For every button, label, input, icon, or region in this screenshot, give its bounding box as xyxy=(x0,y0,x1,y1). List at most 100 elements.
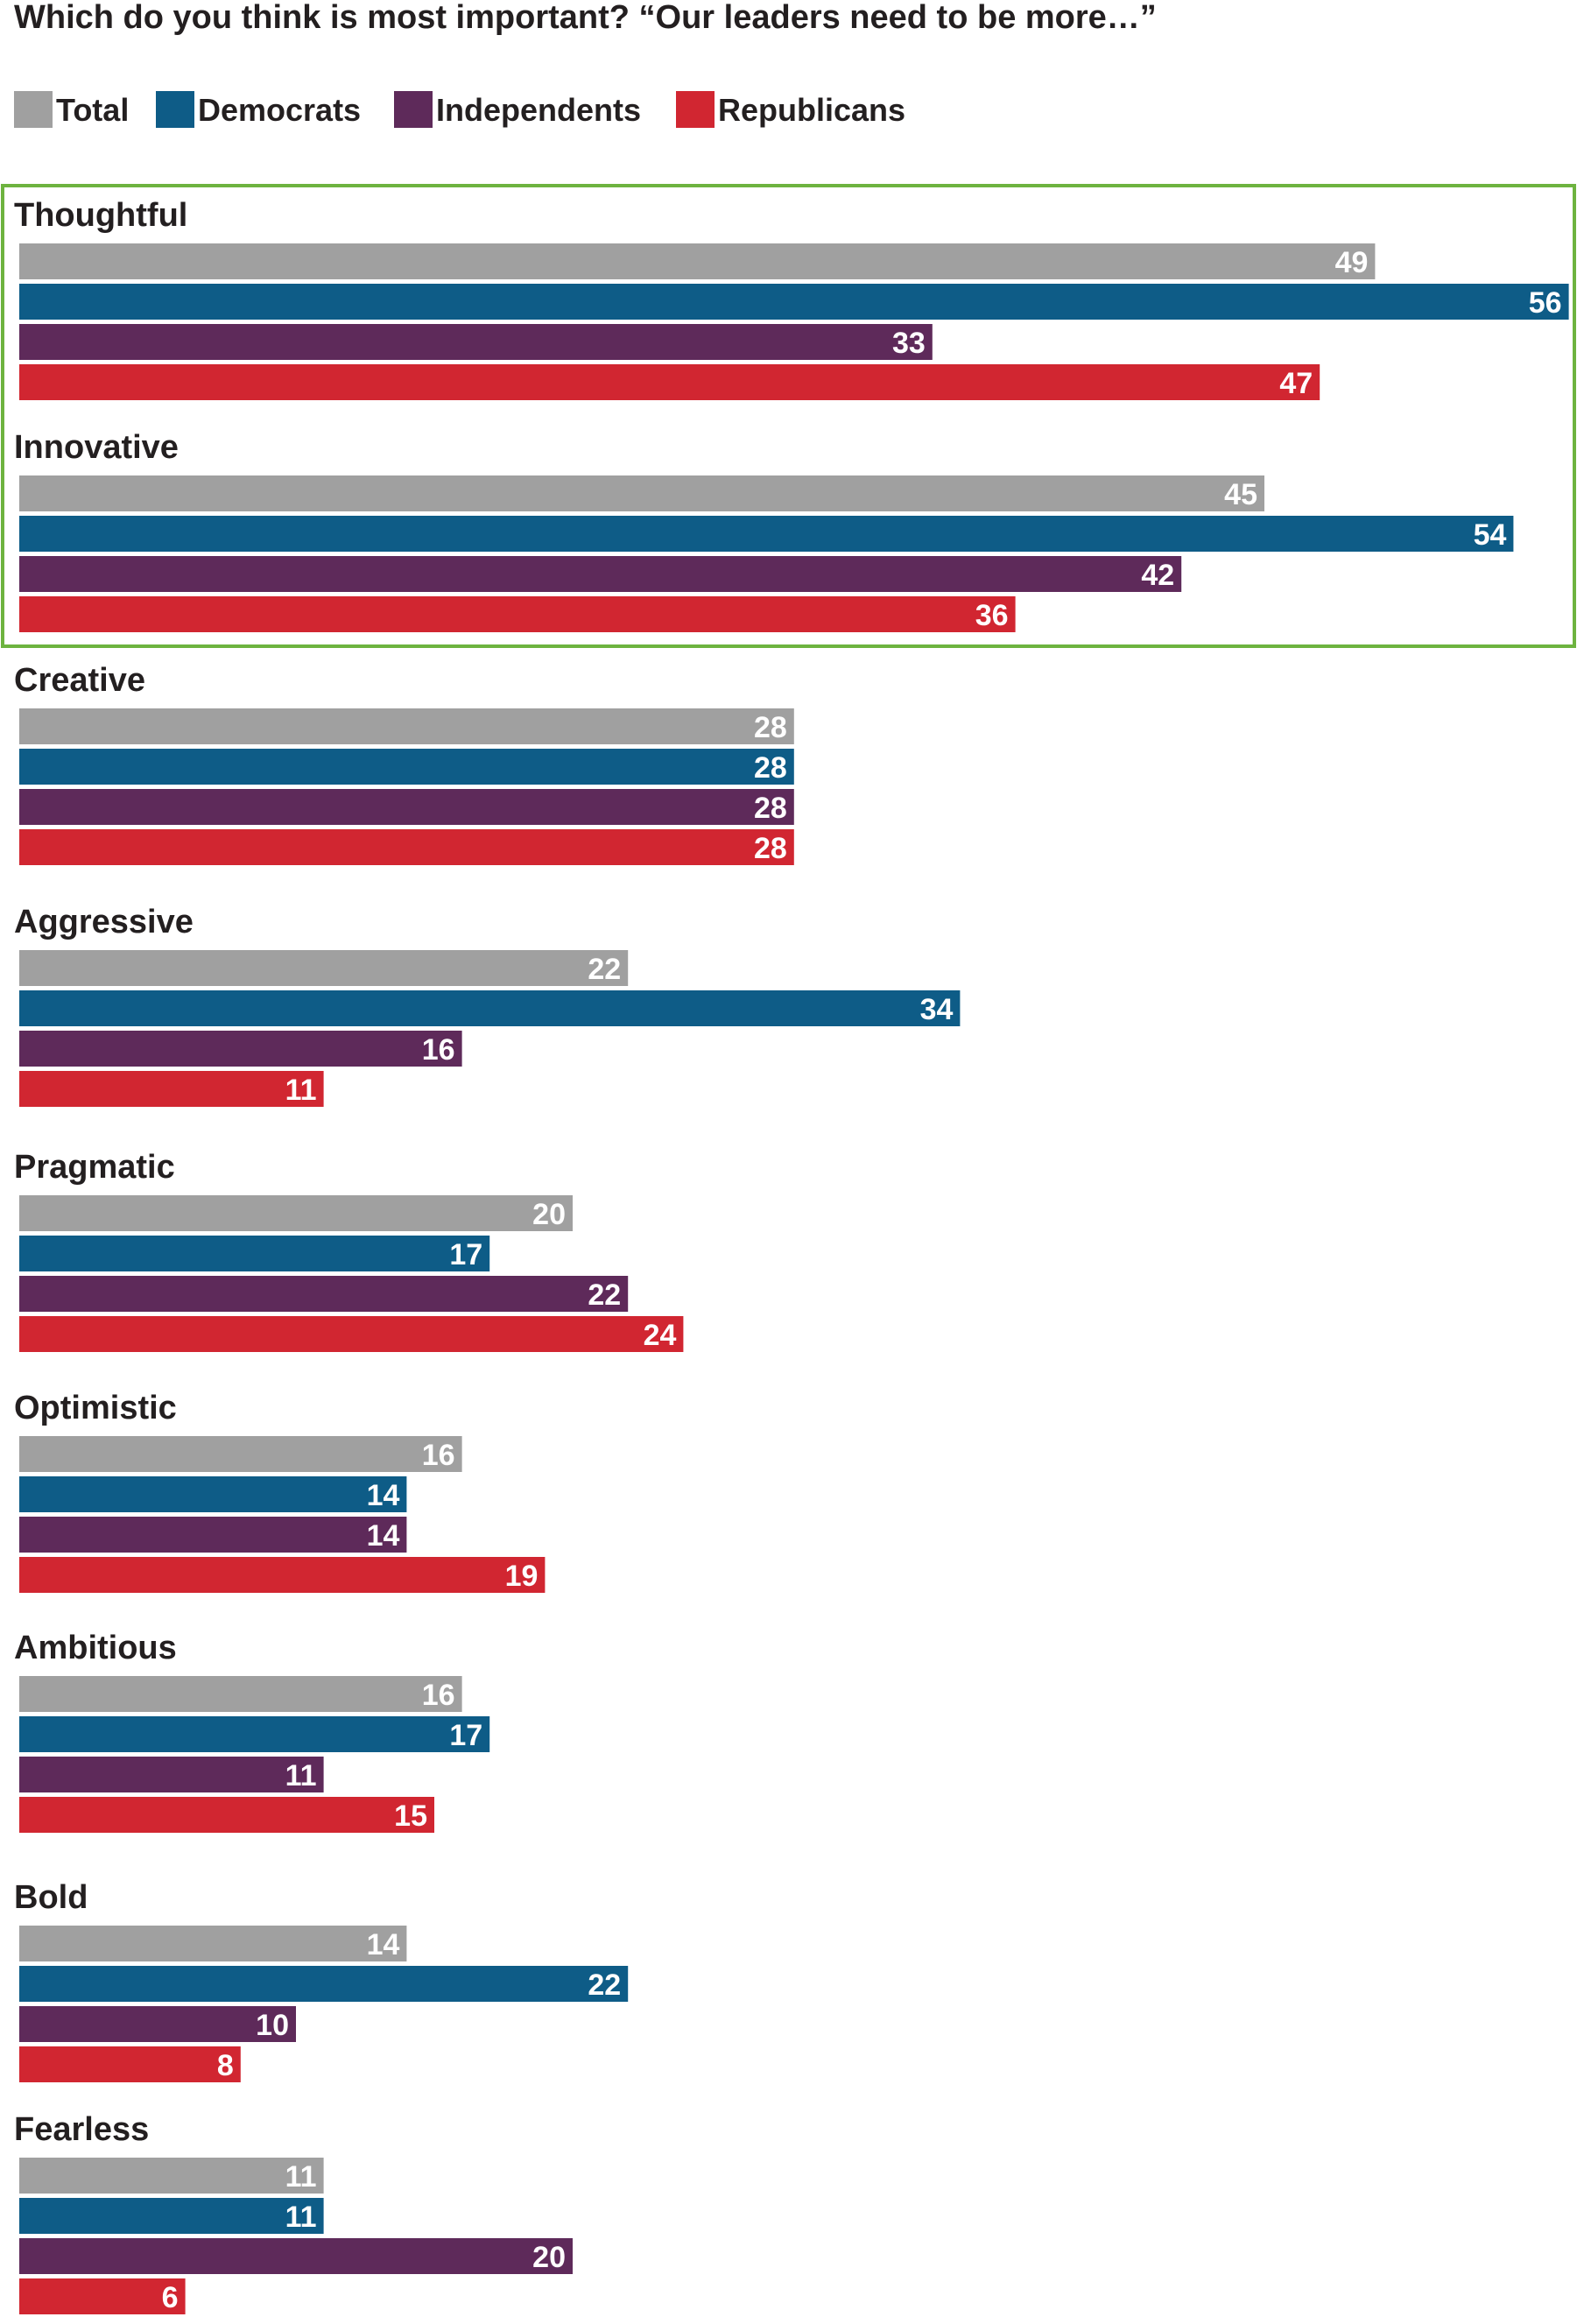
value-label-innovative-democrats: 54 xyxy=(1474,518,1507,552)
bar-aggressive-republicans xyxy=(19,1071,324,1107)
value-label-creative-democrats: 28 xyxy=(754,751,787,785)
bar-bold-total xyxy=(19,1926,407,1961)
value-label-optimistic-democrats: 14 xyxy=(367,1479,400,1512)
bar-pragmatic-republicans xyxy=(19,1316,684,1352)
value-label-thoughtful-democrats: 56 xyxy=(1529,286,1562,320)
value-label-aggressive-democrats: 34 xyxy=(920,993,954,1026)
value-label-fearless-democrats: 11 xyxy=(285,2201,317,2234)
category-label-innovative: Innovative xyxy=(14,429,179,466)
bar-aggressive-democrats xyxy=(19,990,961,1026)
bar-aggressive-independents xyxy=(19,1031,462,1067)
legend-label-independents: Independents xyxy=(436,92,641,128)
value-label-innovative-total: 45 xyxy=(1224,478,1257,511)
value-label-pragmatic-democrats: 17 xyxy=(449,1238,482,1271)
bar-ambitious-republicans xyxy=(19,1797,434,1833)
bar-thoughtful-independents xyxy=(19,324,933,360)
category-label-pragmatic: Pragmatic xyxy=(14,1149,175,1186)
legend-swatch-republicans xyxy=(676,91,715,128)
value-label-aggressive-republicans: 11 xyxy=(285,1074,317,1107)
bar-creative-democrats xyxy=(19,749,794,785)
legend-label-total: Total xyxy=(56,92,129,128)
bar-pragmatic-independents xyxy=(19,1276,629,1312)
category-label-creative: Creative xyxy=(14,662,145,699)
value-label-ambitious-total: 16 xyxy=(422,1679,455,1712)
group-optimistic: Optimistic 16 14 14 19 xyxy=(14,1390,546,1593)
category-label-aggressive: Aggressive xyxy=(14,904,194,940)
group-innovative: Innovative 45 54 42 36 xyxy=(14,429,1514,632)
bar-pragmatic-democrats xyxy=(19,1236,490,1271)
value-label-ambitious-democrats: 17 xyxy=(449,1719,482,1752)
category-label-thoughtful: Thoughtful xyxy=(14,197,187,234)
value-label-fearless-republicans: 6 xyxy=(162,2281,179,2314)
legend-label-republicans: Republicans xyxy=(718,92,905,128)
group-bold: Bold 14 22 10 8 xyxy=(14,1879,629,2082)
group-ambitious: Ambitious 16 17 11 15 xyxy=(14,1630,490,1833)
bar-creative-republicans xyxy=(19,829,794,865)
value-label-thoughtful-total: 49 xyxy=(1335,246,1369,279)
value-label-thoughtful-republicans: 47 xyxy=(1279,367,1313,400)
bar-innovative-independents xyxy=(19,556,1182,592)
bar-optimistic-republicans xyxy=(19,1557,546,1593)
value-label-thoughtful-independents: 33 xyxy=(892,327,926,360)
group-creative: Creative 28 28 28 28 xyxy=(14,662,794,865)
bar-innovative-democrats xyxy=(19,516,1514,552)
value-label-pragmatic-republicans: 24 xyxy=(644,1319,677,1352)
bar-creative-total xyxy=(19,708,794,744)
bar-bold-democrats xyxy=(19,1966,629,2002)
bar-bold-republicans xyxy=(19,2046,241,2082)
value-label-innovative-republicans: 36 xyxy=(975,599,1009,632)
value-label-creative-republicans: 28 xyxy=(754,832,787,865)
bar-creative-independents xyxy=(19,789,794,825)
value-label-creative-total: 28 xyxy=(754,711,787,744)
bar-groups: Thoughtful 49 56 33 47 Innovative 45 54 42 36 Crea… xyxy=(14,197,1569,2314)
category-label-ambitious: Ambitious xyxy=(14,1630,177,1666)
category-label-fearless: Fearless xyxy=(14,2111,149,2148)
bar-bold-independents xyxy=(19,2006,296,2042)
group-pragmatic: Pragmatic 20 17 22 24 xyxy=(14,1149,684,1352)
bar-thoughtful-democrats xyxy=(19,284,1569,320)
highlight-box xyxy=(1,184,1576,648)
chart-title: Which do you think is most important? “O… xyxy=(14,0,1157,36)
group-aggressive: Aggressive 22 34 16 11 xyxy=(14,904,961,1107)
bar-ambitious-democrats xyxy=(19,1716,490,1752)
value-label-innovative-independents: 42 xyxy=(1141,559,1174,592)
bar-optimistic-independents xyxy=(19,1517,407,1553)
bar-ambitious-independents xyxy=(19,1757,324,1792)
value-label-optimistic-republicans: 19 xyxy=(505,1560,539,1593)
bar-innovative-total xyxy=(19,475,1264,511)
legend-label-democrats: Democrats xyxy=(198,92,361,128)
value-label-bold-total: 14 xyxy=(367,1928,400,1961)
legend-swatch-independents xyxy=(394,91,433,128)
bar-fearless-total xyxy=(19,2158,324,2194)
bar-fearless-democrats xyxy=(19,2198,324,2234)
category-label-optimistic: Optimistic xyxy=(14,1390,177,1426)
bar-thoughtful-total xyxy=(19,243,1376,279)
group-fearless: Fearless 11 11 20 6 xyxy=(14,2111,573,2314)
value-label-pragmatic-total: 20 xyxy=(532,1198,566,1231)
value-label-ambitious-independents: 11 xyxy=(285,1759,317,1792)
value-label-bold-republicans: 8 xyxy=(217,2049,234,2082)
legend: Total Democrats Independents Republicans xyxy=(14,91,905,128)
value-label-bold-democrats: 22 xyxy=(588,1968,621,2002)
group-thoughtful: Thoughtful 49 56 33 47 xyxy=(14,197,1569,400)
value-label-bold-independents: 10 xyxy=(256,2009,289,2042)
value-label-fearless-independents: 20 xyxy=(532,2241,566,2274)
bar-aggressive-total xyxy=(19,950,629,986)
bar-pragmatic-total xyxy=(19,1195,573,1231)
legend-swatch-total xyxy=(14,91,53,128)
value-label-optimistic-total: 16 xyxy=(422,1439,455,1472)
bar-optimistic-total xyxy=(19,1436,462,1472)
value-label-pragmatic-independents: 22 xyxy=(588,1278,621,1312)
bar-innovative-republicans xyxy=(19,596,1016,632)
value-label-ambitious-republicans: 15 xyxy=(394,1799,427,1833)
value-label-fearless-total: 11 xyxy=(285,2160,317,2194)
bar-fearless-independents xyxy=(19,2238,573,2274)
bar-optimistic-democrats xyxy=(19,1476,407,1512)
value-label-creative-independents: 28 xyxy=(754,792,787,825)
value-label-optimistic-independents: 14 xyxy=(367,1519,400,1553)
legend-swatch-democrats xyxy=(156,91,194,128)
value-label-aggressive-total: 22 xyxy=(588,953,621,986)
category-label-bold: Bold xyxy=(14,1879,88,1916)
bar-thoughtful-republicans xyxy=(19,364,1320,400)
